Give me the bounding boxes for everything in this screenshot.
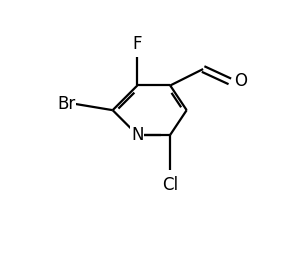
Text: Br: Br [57, 95, 76, 113]
Text: O: O [234, 72, 247, 91]
Text: N: N [131, 126, 144, 144]
Text: Cl: Cl [162, 176, 178, 194]
Text: F: F [132, 35, 142, 53]
